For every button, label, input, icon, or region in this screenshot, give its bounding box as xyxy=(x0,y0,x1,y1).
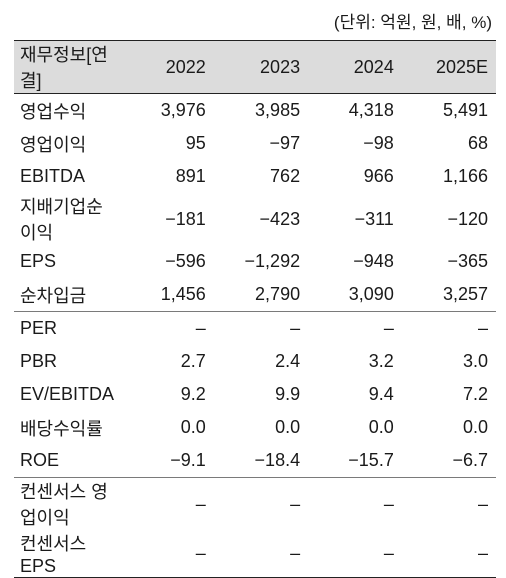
cell-value: 3,257 xyxy=(401,278,496,312)
header-year: 2024 xyxy=(308,40,402,94)
cell-value: 891 xyxy=(175,166,206,186)
cell-value: 2.7 xyxy=(180,351,206,371)
cell-value: 9.4 xyxy=(368,384,394,404)
cell-value: −18.4 xyxy=(213,444,309,478)
table-row: 지배기업순이익 −181 −423 −311 −120 xyxy=(14,193,496,245)
row-label: EBITDA xyxy=(20,166,86,186)
row-label: 배당수익률 xyxy=(20,418,103,439)
header-year: 2025E xyxy=(401,40,496,94)
cell-value: 3.0 xyxy=(462,351,488,371)
row-label: 컨센서스 EPS xyxy=(14,530,121,578)
cell-value: 9.9 xyxy=(275,384,301,404)
cell-value: 68 xyxy=(467,133,488,153)
row-label: 순차입금 xyxy=(14,278,121,312)
cell-value: 2,790 xyxy=(213,278,309,312)
table-row: 컨센서스 영업이익 – – – – xyxy=(14,478,496,531)
table-row: EBITDA 891 762 966 1,166 xyxy=(14,160,496,193)
table-row: PER – – – – xyxy=(14,312,496,346)
cell-value: – xyxy=(383,493,394,514)
cell-value: – xyxy=(477,318,488,338)
cell-value: 0.0 xyxy=(368,417,394,437)
cell-value: 0.0 xyxy=(462,417,488,437)
table-row: EPS −596 −1,292 −948 −365 xyxy=(14,245,496,278)
header-year: 2022 xyxy=(120,40,214,94)
table-row: 영업수익 3,976 3,985 4,318 5,491 xyxy=(14,94,496,128)
cell-value: 9.2 xyxy=(180,384,206,404)
table-row: PBR 2.7 2.4 3.2 3.0 xyxy=(14,345,496,378)
row-label: 지배기업순이익 xyxy=(20,197,103,243)
cell-value: −120 xyxy=(447,208,488,229)
table-row: ROE −9.1 −18.4 −15.7 −6.7 xyxy=(14,444,496,478)
row-label: 영업이익 xyxy=(20,134,87,155)
cell-value: – xyxy=(290,318,301,338)
row-label: 영업수익 xyxy=(20,101,87,122)
cell-value: 3.2 xyxy=(368,351,394,371)
table-row: 순차입금 1,456 2,790 3,090 3,257 xyxy=(14,278,496,312)
cell-value: 966 xyxy=(363,166,394,186)
cell-value: – xyxy=(308,530,402,578)
cell-value: – xyxy=(477,493,488,514)
table-row: EV/EBITDA 9.2 9.9 9.4 7.2 xyxy=(14,378,496,411)
cell-value: 2.4 xyxy=(275,351,301,371)
cell-value: 1,456 xyxy=(120,278,214,312)
cell-value: – xyxy=(213,530,309,578)
cell-value: – xyxy=(195,493,206,514)
cell-value: −365 xyxy=(447,251,488,271)
cell-value: 3,090 xyxy=(308,278,402,312)
cell-value: 4,318 xyxy=(348,100,394,120)
cell-value: 3,985 xyxy=(255,100,301,120)
table-header-row: 재무정보[연결] 2022 2023 2024 2025E xyxy=(14,40,496,94)
table-row: 컨센서스 EPS – – – – xyxy=(14,530,496,578)
cell-value: −9.1 xyxy=(120,444,214,478)
cell-value: −423 xyxy=(259,208,301,229)
cell-value: −15.7 xyxy=(308,444,402,478)
row-label: EV/EBITDA xyxy=(20,384,115,404)
cell-value: −6.7 xyxy=(401,444,496,478)
cell-value: −948 xyxy=(353,251,394,271)
cell-value: 1,166 xyxy=(442,166,488,186)
row-label: EPS xyxy=(20,251,57,271)
table-row: 배당수익률 0.0 0.0 0.0 0.0 xyxy=(14,411,496,444)
header-label: 재무정보[연결] xyxy=(14,40,121,94)
cell-value: −181 xyxy=(165,208,206,229)
unit-note: (단위: 억원, 원, 배, %) xyxy=(333,13,492,32)
cell-value: 3,976 xyxy=(160,100,206,120)
row-label: PBR xyxy=(20,351,58,371)
table-row: 영업이익 95 −97 −98 68 xyxy=(14,127,496,160)
cell-value: 7.2 xyxy=(462,384,488,404)
financial-table: 재무정보[연결] 2022 2023 2024 2025E 영업수익 3,976… xyxy=(14,40,496,578)
cell-value: – xyxy=(401,530,496,578)
cell-value: – xyxy=(120,530,214,578)
row-label: ROE xyxy=(14,444,121,478)
cell-value: −311 xyxy=(354,208,394,229)
cell-value: 5,491 xyxy=(442,100,488,120)
header-year: 2023 xyxy=(213,40,309,94)
row-label: 컨센서스 영업이익 xyxy=(20,482,108,528)
cell-value: −1,292 xyxy=(244,251,301,271)
cell-value: 762 xyxy=(270,166,301,186)
cell-value: – xyxy=(383,318,394,338)
cell-value: −98 xyxy=(363,133,394,153)
cell-value: – xyxy=(195,318,206,338)
cell-value: 95 xyxy=(185,133,206,153)
row-label: PER xyxy=(20,318,58,338)
cell-value: – xyxy=(290,493,301,514)
cell-value: 0.0 xyxy=(275,417,301,437)
cell-value: −97 xyxy=(269,133,301,153)
cell-value: −596 xyxy=(165,251,206,271)
cell-value: 0.0 xyxy=(180,417,206,437)
